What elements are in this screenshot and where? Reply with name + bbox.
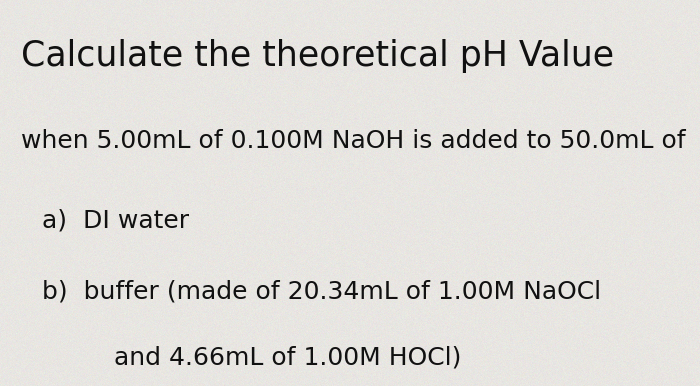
Text: a)  DI water: a) DI water [42,208,189,232]
Text: and 4.66mL of 1.00M HOCl): and 4.66mL of 1.00M HOCl) [42,345,461,369]
Text: b)  buffer (made of 20.34mL of 1.00M NaOCl: b) buffer (made of 20.34mL of 1.00M NaOC… [42,279,601,303]
Text: when 5.00mL of 0.100M NaOH is added to 50.0mL of: when 5.00mL of 0.100M NaOH is added to 5… [21,129,685,153]
Text: Calculate the theoretical pH Value: Calculate the theoretical pH Value [21,39,614,73]
